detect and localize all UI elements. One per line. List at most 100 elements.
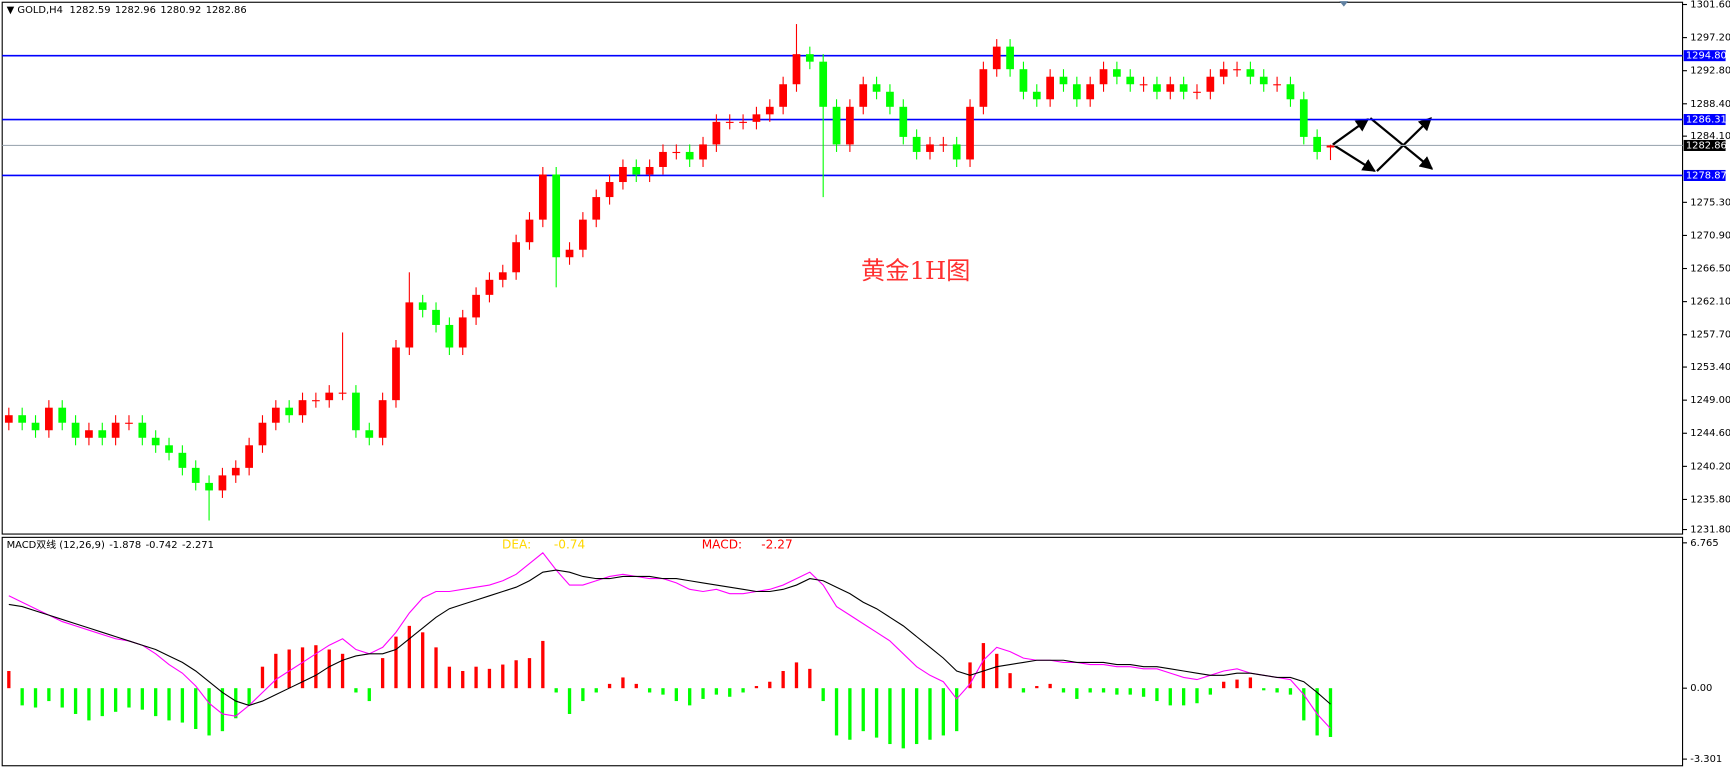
candle-body	[191, 467, 200, 483]
macd-bar	[981, 643, 986, 689]
candle-body	[458, 317, 467, 348]
macd-bar	[207, 688, 211, 736]
candle-body	[58, 407, 67, 423]
macd-bar	[594, 688, 598, 693]
macd-bar	[1061, 688, 1066, 693]
macd-bar	[407, 625, 411, 689]
macd-header-dif: -1.878	[109, 540, 141, 551]
candle-body	[979, 69, 988, 107]
macd-bar	[1248, 677, 1253, 689]
macd-bar	[728, 688, 732, 697]
candle-body	[138, 422, 147, 438]
macd-bar	[394, 636, 398, 689]
candle-body	[4, 415, 13, 423]
candle-body	[752, 114, 761, 122]
macd-bar	[1302, 688, 1306, 721]
candle-body	[445, 324, 454, 348]
macd-bar	[20, 688, 24, 706]
macd-bar	[113, 688, 118, 712]
macd-bar	[527, 658, 532, 689]
candle-body	[1219, 69, 1228, 77]
candle-body	[552, 174, 561, 258]
macd-bar	[73, 688, 78, 714]
y-tick-label: 1262.10	[1690, 297, 1730, 308]
candle-body	[725, 121, 734, 123]
macd-header-dea: -0.742	[146, 540, 178, 551]
macd-bar	[1235, 679, 1239, 689]
macd-bar	[621, 677, 625, 689]
macd-bar	[274, 653, 278, 689]
macd-bar	[7, 670, 11, 689]
arrow	[1332, 143, 1376, 172]
macd-bar	[140, 688, 144, 710]
macd-bar	[955, 688, 959, 732]
candle-body	[365, 430, 374, 438]
candle-body	[231, 467, 240, 476]
candle-body	[98, 430, 107, 438]
macd-bar	[741, 688, 745, 693]
macd-bar	[1101, 688, 1106, 693]
current-price-label: 1282.86	[1686, 140, 1727, 151]
macd-bar	[554, 688, 558, 693]
macd-bar	[674, 688, 678, 702]
candle-body	[1273, 84, 1281, 86]
macd-bar	[701, 688, 705, 699]
candle-body	[592, 197, 601, 220]
macd-bar	[380, 658, 385, 689]
macd-bar	[1048, 683, 1052, 689]
dea-line	[8, 569, 1331, 706]
candle-body	[805, 54, 814, 62]
macd-bar	[607, 683, 612, 689]
macd-bar	[154, 688, 158, 717]
candle-body	[565, 249, 574, 258]
candle-body	[1326, 145, 1335, 148]
candle-body	[498, 272, 507, 280]
macd-bar	[848, 688, 852, 740]
price-panel	[1, 1, 1684, 535]
candle-body	[512, 242, 520, 273]
candle-body	[1113, 69, 1121, 77]
macd-bar	[808, 668, 812, 689]
macd-bar	[688, 688, 692, 706]
macd-bar	[754, 686, 759, 689]
macd-bar	[834, 688, 839, 736]
macd-bar	[487, 668, 492, 689]
candle-body	[1259, 76, 1268, 85]
candle-body	[325, 392, 334, 401]
candle-body	[872, 84, 881, 92]
y-tick-label: 1297.20	[1690, 33, 1730, 44]
header-close: 1282.86	[206, 5, 247, 16]
macd-bar	[1288, 688, 1293, 695]
macd-bar	[581, 688, 585, 702]
macd-bar	[461, 670, 465, 689]
macd-bar	[340, 653, 345, 689]
level-label: 1286.31	[1686, 115, 1727, 126]
candle-body	[1179, 84, 1188, 92]
candle-body	[672, 151, 681, 154]
macd-bar	[888, 688, 892, 745]
y-tick-label: 1240.20	[1690, 461, 1730, 472]
candle-body	[1086, 84, 1095, 100]
macd-bar	[314, 645, 318, 689]
candle-body	[1286, 84, 1295, 100]
macd-bar	[1222, 681, 1226, 689]
macd-bar	[514, 660, 518, 689]
macd-bar	[768, 681, 772, 689]
candle-body	[218, 475, 227, 491]
macd-bar	[1115, 688, 1119, 695]
macd-bar	[794, 662, 799, 689]
candle-body	[1099, 69, 1108, 85]
y-tick-label: 1253.40	[1690, 362, 1730, 373]
candle-body	[392, 347, 400, 401]
y-tick-label: 1231.80	[1690, 525, 1730, 536]
candle-body	[432, 309, 440, 325]
arrow	[1332, 118, 1370, 146]
macd-bar	[1155, 688, 1159, 702]
candle-body	[18, 415, 27, 423]
header-low: 1280.92	[160, 5, 201, 16]
macd-bar	[647, 688, 652, 693]
candle-body	[245, 445, 253, 468]
candle-body	[1153, 84, 1161, 92]
